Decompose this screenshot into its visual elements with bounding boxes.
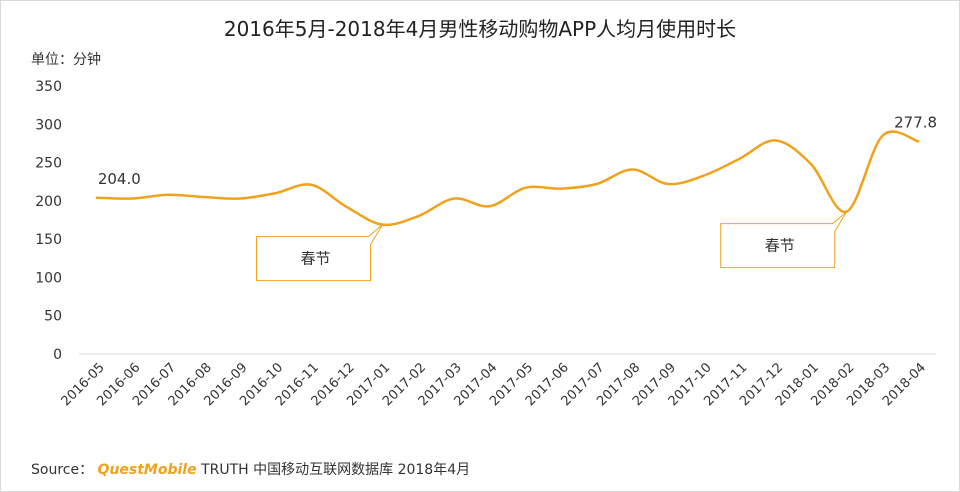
- data-label: 204.0: [98, 170, 141, 188]
- y-tick-label: 350: [35, 79, 62, 95]
- callout-label: 春节: [301, 250, 331, 268]
- data-label: 277.8: [894, 113, 937, 131]
- y-tick-label: 150: [35, 232, 62, 248]
- callout-label: 春节: [765, 237, 795, 255]
- series-line: [95, 130, 920, 227]
- callout-box: [256, 224, 383, 282]
- callout-box: [720, 211, 848, 269]
- y-axis: 0 50 100 150 200 250 300 350: [35, 79, 62, 363]
- source-prefix: Source：: [31, 462, 94, 478]
- unit-label: 单位：分钟: [31, 52, 101, 68]
- y-tick-label: 200: [35, 194, 62, 210]
- x-axis: 2016-052016-062016-072016-082016-092016-…: [59, 353, 936, 409]
- line-chart: 0 50 100 150 200 250 300 350 2016-052016-062016…: [35, 79, 937, 409]
- y-tick-label: 100: [35, 270, 62, 286]
- source-suffix: TRUTH 中国移动互联网数据库 2018年4月: [201, 462, 471, 478]
- y-tick-label: 0: [53, 347, 62, 363]
- data-labels-layer: 204.0 277.8: [98, 113, 937, 188]
- chart-title: 2016年5月-2018年4月男性移动购物APP人均月使用时长: [223, 17, 737, 41]
- series-layer: [95, 130, 920, 227]
- y-tick-label: 300: [35, 117, 62, 133]
- y-tick-label: 250: [35, 156, 62, 172]
- source-brand: QuestMobile: [97, 462, 197, 478]
- source-note: Source： QuestMobile TRUTH 中国移动互联网数据库 201…: [31, 459, 470, 479]
- y-tick-label: 50: [44, 309, 62, 325]
